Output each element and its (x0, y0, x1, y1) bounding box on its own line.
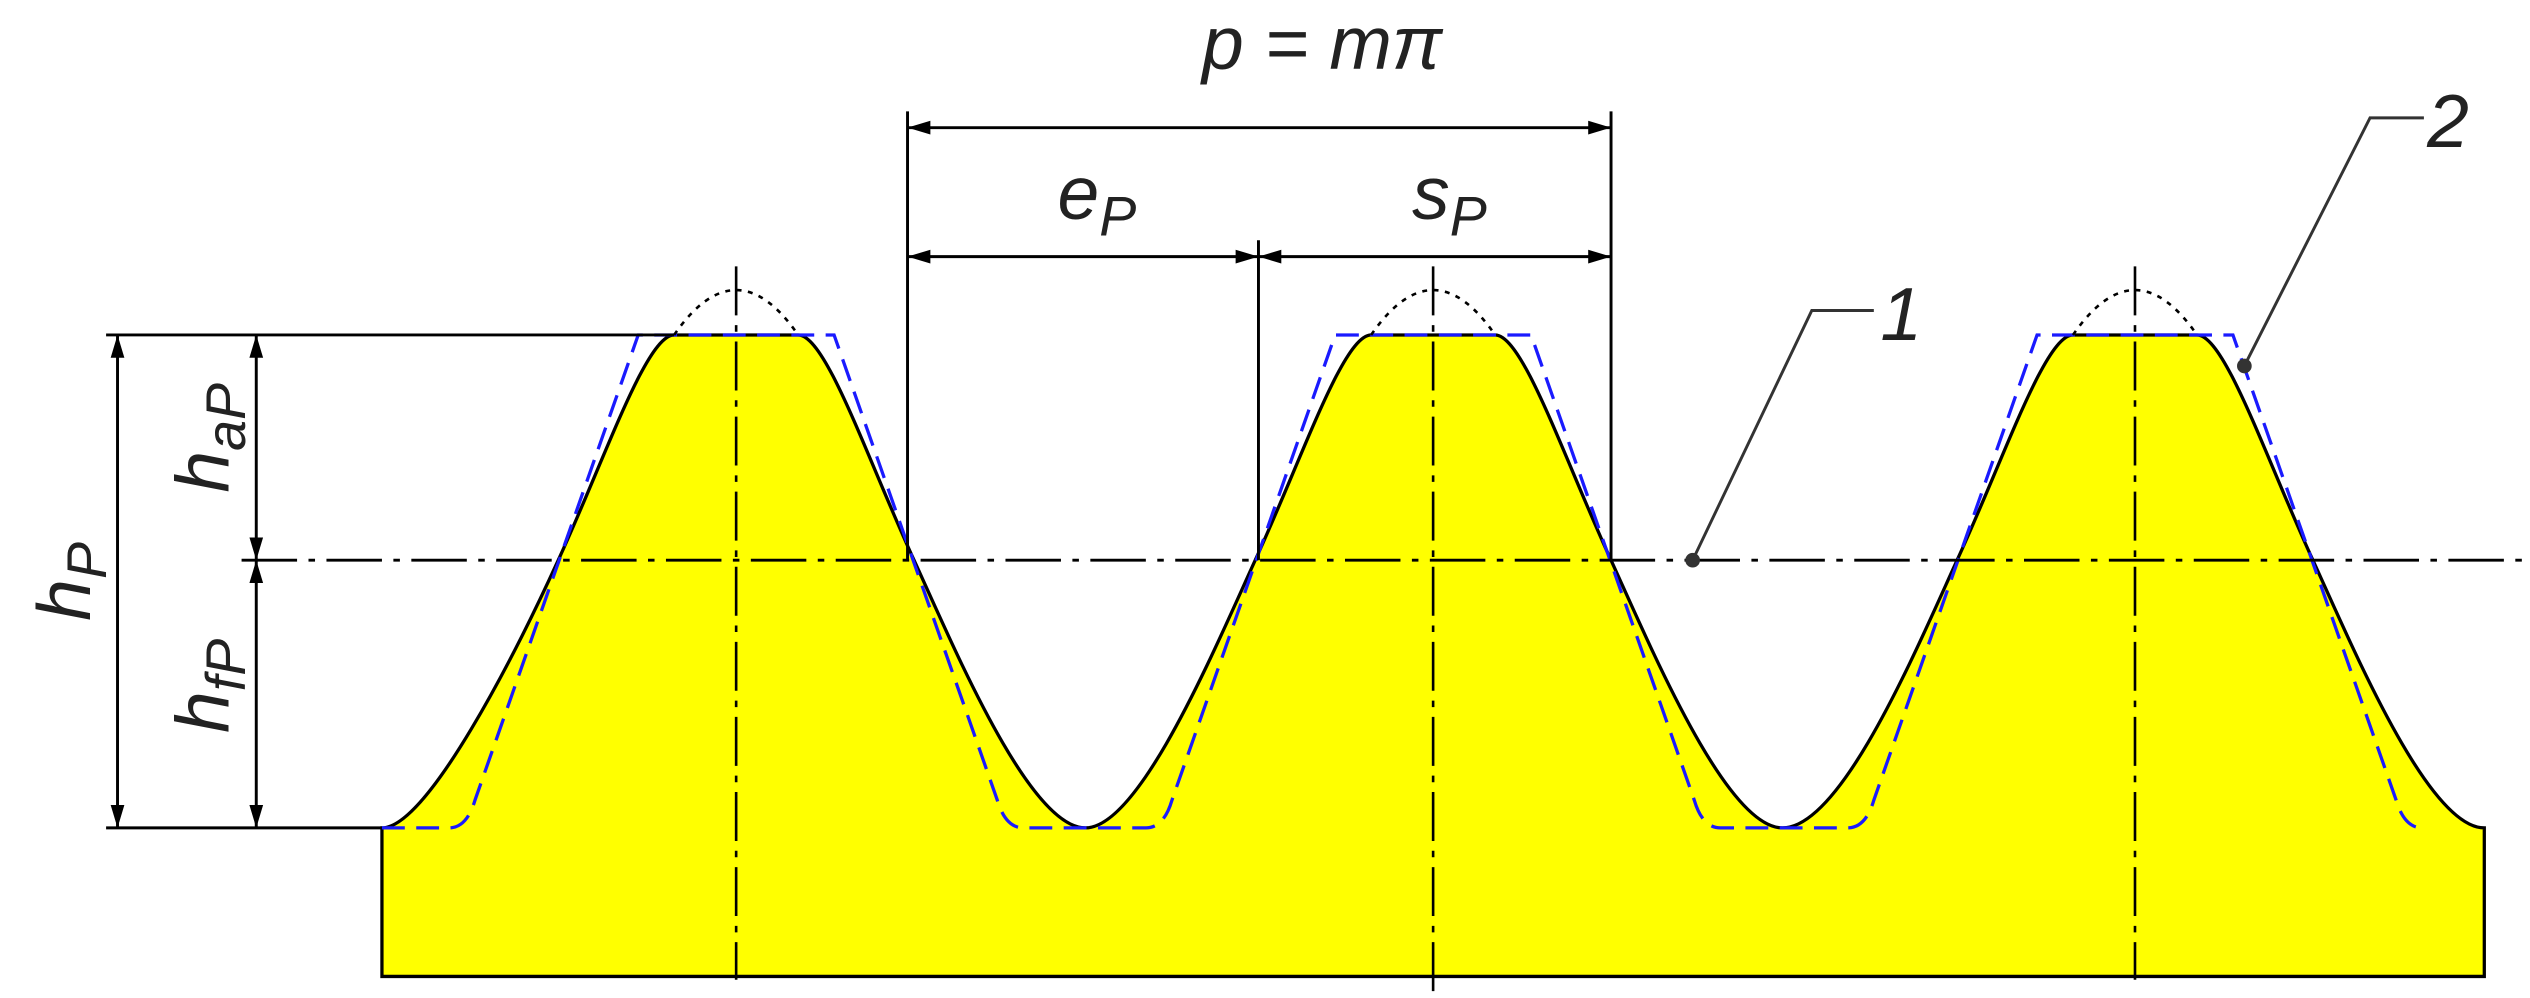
tip-arc (1370, 288, 1497, 336)
leader-line (1691, 309, 1874, 561)
label-sub: P (56, 542, 118, 579)
label-base: e (1057, 151, 1099, 235)
callout-2: 2 (2426, 79, 2469, 163)
leader-dot (2237, 358, 2252, 374)
tip-arc (2071, 288, 2199, 336)
drawing (106, 111, 2527, 993)
label-sub: P (1099, 185, 1136, 247)
space-width-label: eP (1057, 151, 1136, 247)
label-sub: fP (195, 639, 257, 691)
label-base: h (161, 451, 245, 493)
tooth-thickness-label: sP (1412, 151, 1487, 247)
leader-line (2243, 116, 2424, 367)
addendum-label: haP (161, 383, 257, 493)
leader-dot (1685, 552, 1700, 568)
label-base: h (161, 691, 245, 733)
pitch-label: p = mπ (1200, 1, 1444, 85)
tip-arc (673, 288, 800, 336)
label-base: s (1412, 151, 1450, 235)
label-sub: aP (195, 383, 257, 451)
dedendum-label: hfP (161, 639, 257, 733)
tooth-depth-label: hP (22, 542, 118, 621)
callout-1: 1 (1880, 272, 1922, 356)
label-sub: P (1450, 185, 1487, 247)
label-base: h (22, 579, 106, 621)
